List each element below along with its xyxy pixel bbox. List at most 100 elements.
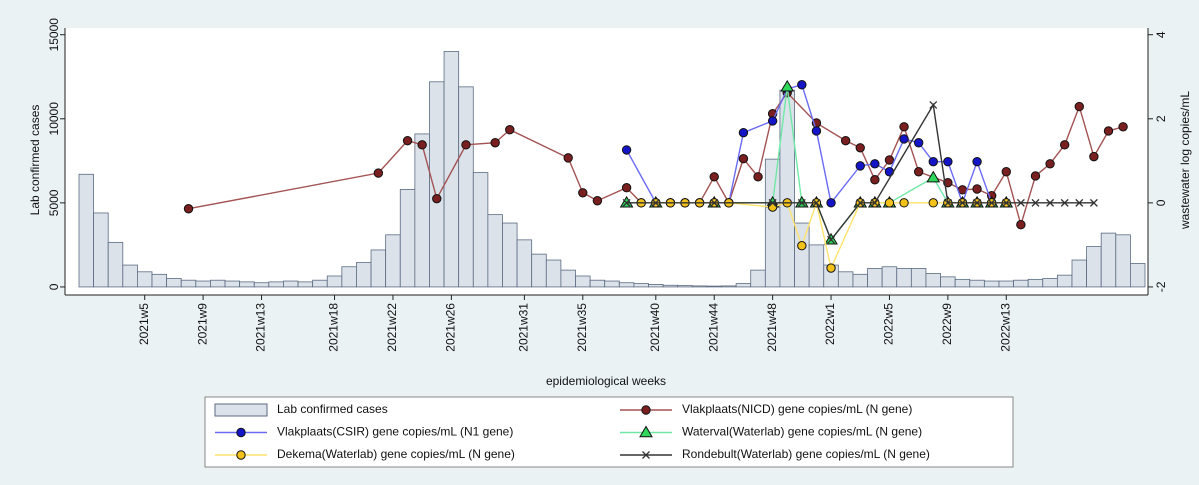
series-marker xyxy=(768,198,777,207)
bar xyxy=(414,133,430,288)
bar xyxy=(283,280,299,288)
series-marker xyxy=(1046,198,1055,207)
bar xyxy=(151,273,168,288)
series-marker xyxy=(767,116,778,126)
bar xyxy=(516,239,533,288)
bar xyxy=(721,285,737,288)
series-marker xyxy=(651,198,660,207)
series-marker xyxy=(827,235,836,244)
legend-label: Waterval(Waterlab) gene copies/mL (N gen… xyxy=(682,425,922,439)
series-marker xyxy=(1075,198,1084,207)
bar xyxy=(954,278,971,288)
series-marker xyxy=(461,140,471,150)
bar xyxy=(867,268,883,288)
series-marker xyxy=(943,156,953,167)
series-marker xyxy=(797,80,807,90)
series-marker xyxy=(855,161,865,171)
bar xyxy=(998,280,1014,288)
x-tick-label: 2021w48 xyxy=(765,303,779,352)
series-marker xyxy=(884,155,895,165)
series-marker xyxy=(812,198,821,207)
series-marker xyxy=(870,175,880,185)
series-marker xyxy=(1045,159,1055,169)
series-marker xyxy=(870,198,879,207)
x-tick-label: 2021w9 xyxy=(195,303,209,345)
series-marker xyxy=(402,135,413,146)
bar xyxy=(1100,232,1117,288)
bar xyxy=(1115,234,1131,288)
bar xyxy=(429,81,445,288)
bar xyxy=(940,276,956,288)
bar xyxy=(78,173,95,288)
bar xyxy=(443,51,460,288)
series-marker xyxy=(183,204,194,214)
bar xyxy=(881,266,898,288)
series-marker xyxy=(578,188,588,198)
series-marker xyxy=(1016,220,1026,230)
series-marker xyxy=(826,263,836,273)
series-marker xyxy=(1089,198,1098,207)
bar xyxy=(268,281,284,288)
series-marker xyxy=(840,135,851,146)
series-marker xyxy=(972,184,982,194)
bar xyxy=(93,212,109,288)
legend-marker xyxy=(236,427,246,438)
x-axis-label: epidemiological weeks xyxy=(546,374,666,388)
x-tick-label: 2022w9 xyxy=(940,303,954,345)
bar xyxy=(852,273,868,288)
series-marker xyxy=(738,127,749,138)
legend-swatch xyxy=(214,403,268,417)
bar xyxy=(910,268,927,288)
x-tick-label: 2022w1 xyxy=(823,303,837,345)
bar xyxy=(107,241,124,288)
y-tick-label: 5000 xyxy=(47,189,61,216)
series-marker xyxy=(1030,171,1041,181)
bar xyxy=(764,158,781,288)
series-marker xyxy=(811,126,822,136)
series-marker xyxy=(972,156,982,167)
x-tick-label: 2021w13 xyxy=(254,303,268,352)
x-tick-label: 2021w26 xyxy=(444,303,458,352)
series-marker xyxy=(973,198,982,207)
series-marker xyxy=(1118,122,1128,132)
bar xyxy=(487,214,503,288)
bar xyxy=(808,244,825,288)
series-marker xyxy=(621,145,632,155)
series-marker xyxy=(738,154,749,164)
legend-label: Dekema(Waterlab) gene copies/mL (N gene) xyxy=(277,447,515,461)
series-marker xyxy=(870,159,880,169)
x-tick-label: 2021w35 xyxy=(575,303,589,352)
x-tick-label: 2021w5 xyxy=(137,303,151,345)
series-marker xyxy=(855,143,865,153)
bar xyxy=(1042,278,1058,288)
series-marker xyxy=(928,156,938,167)
bar xyxy=(399,189,416,288)
series-marker xyxy=(958,198,967,207)
series-marker xyxy=(929,100,938,109)
bar xyxy=(837,271,854,288)
series-marker xyxy=(1103,126,1114,136)
plot-area xyxy=(65,28,1148,295)
series-marker xyxy=(1074,101,1084,112)
series-marker xyxy=(490,138,500,148)
bar xyxy=(531,253,547,288)
bar xyxy=(750,269,766,288)
bar xyxy=(545,259,562,288)
bar xyxy=(166,278,182,288)
series-marker xyxy=(767,202,778,212)
bar xyxy=(735,283,752,288)
series-marker xyxy=(710,198,719,207)
bar xyxy=(370,249,387,288)
series-marker xyxy=(943,198,952,207)
series-marker xyxy=(884,198,895,208)
bar xyxy=(1071,259,1087,288)
bar xyxy=(356,262,372,288)
bar xyxy=(137,271,153,288)
series-marker xyxy=(563,153,573,163)
x-tick-label: 2021w18 xyxy=(327,303,341,352)
series-marker xyxy=(709,172,719,182)
series-marker xyxy=(432,193,442,204)
bar xyxy=(312,279,328,288)
legend-marker xyxy=(642,451,650,459)
bar xyxy=(575,275,591,288)
